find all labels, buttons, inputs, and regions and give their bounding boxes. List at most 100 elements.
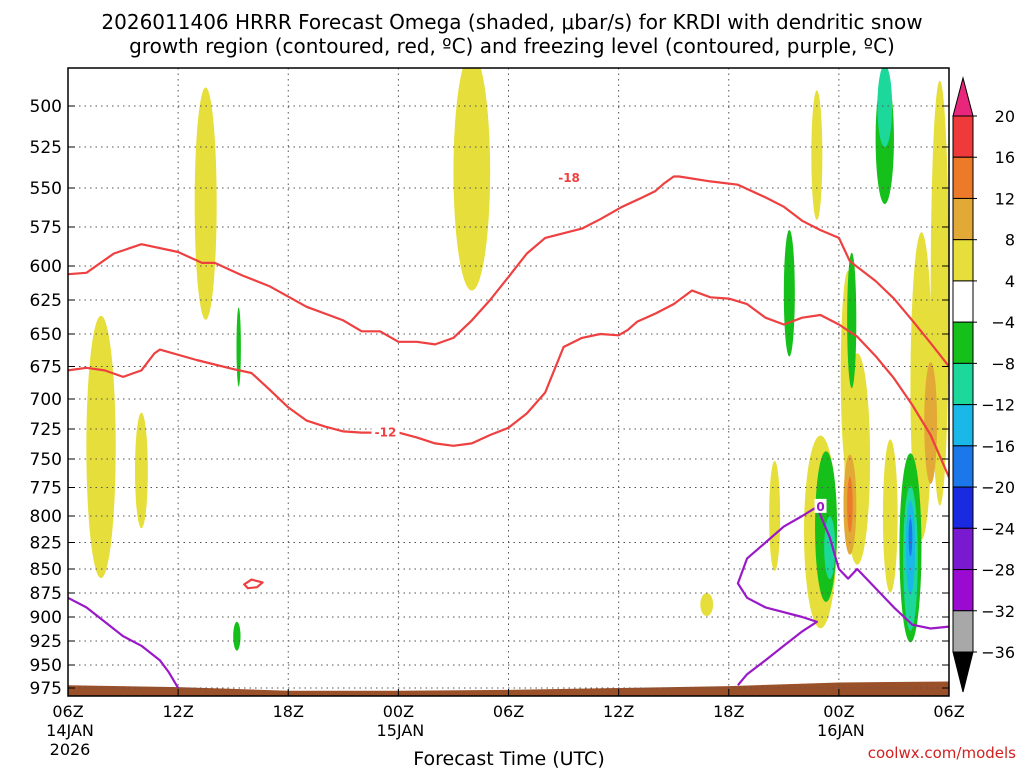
- y-tick-label: 550: [30, 179, 62, 199]
- y-tick-label: 700: [30, 390, 62, 410]
- dgz-contour-line: [68, 289, 949, 478]
- colorbar-bottom-arrow: [952, 651, 974, 693]
- colorbar-segment: [952, 610, 974, 653]
- x-tick-label: 14JAN: [46, 721, 94, 740]
- y-tick-label: 575: [30, 218, 62, 238]
- colorbar-segment: [952, 115, 974, 158]
- grid-lines: [68, 68, 949, 696]
- contour-label-bg: [814, 498, 827, 513]
- contour-label: -18: [558, 171, 580, 185]
- y-tick-label: 675: [30, 358, 62, 378]
- y-tick-label: 800: [30, 507, 62, 527]
- chart-title-line-1: 2026011406 HRRR Forecast Omega (shaded, …: [101, 10, 922, 34]
- y-tick-label: 900: [30, 608, 62, 628]
- x-tick-label: 06Z: [52, 702, 83, 721]
- colorbar-label: 4: [1005, 272, 1015, 291]
- colorbar-label: −4: [991, 313, 1015, 332]
- omega-patch: [882, 439, 898, 593]
- colorbar-label: −20: [981, 478, 1015, 497]
- chart-title-line-2: growth region (contoured, red, ºC) and f…: [129, 34, 895, 58]
- freezing-level-contour-line: [68, 596, 180, 689]
- x-tick-label: 12Z: [162, 702, 193, 721]
- omega-patch: [924, 362, 938, 484]
- colorbar-segment: [952, 569, 974, 612]
- omega-patch: [847, 252, 857, 389]
- y-tick-label: 925: [30, 632, 62, 652]
- x-tick-label: 06Z: [933, 702, 964, 721]
- x-tick-label: 12Z: [603, 702, 634, 721]
- omega-patch: [769, 461, 781, 571]
- omega-patch: [86, 315, 116, 579]
- omega-patch: [700, 593, 714, 617]
- colorbar-label: 16: [995, 148, 1015, 167]
- omega-shading: [86, 68, 949, 651]
- y-tick-label: 875: [30, 584, 62, 604]
- colorbar-label: 8: [1005, 231, 1015, 250]
- omega-patch: [134, 412, 148, 529]
- y-tick-label: 850: [30, 560, 62, 580]
- colorbar-segment: [952, 445, 974, 488]
- x-tick-label: 00Z: [383, 702, 414, 721]
- x-tick-label: 18Z: [273, 702, 304, 721]
- y-axis-ticks: 500 525 550 575 600 625 650 675 700 725 750 775 800 8…: [30, 97, 949, 699]
- y-tick-label: 725: [30, 420, 62, 440]
- y-tick-label: 600: [30, 257, 62, 277]
- contour-lines: [68, 175, 949, 689]
- colorbar-segment: [952, 362, 974, 406]
- y-tick-label: 625: [30, 291, 62, 311]
- colorbar-label: −12: [981, 396, 1015, 415]
- y-tick-label: 650: [30, 325, 62, 345]
- dgz-contour-line: [243, 578, 264, 590]
- omega-patch: [453, 68, 491, 291]
- x-axis-label: Forecast Time (UTC): [413, 748, 604, 768]
- colorbar: 20 16 12 8 4 −4 −8 −12 −16 −20 −24 −28 −32 −36: [952, 76, 1015, 693]
- freezing-level-contour-line: [736, 505, 949, 686]
- colorbar-label: −28: [981, 561, 1015, 580]
- x-tick-label: 16JAN: [817, 721, 865, 740]
- colorbar-segment: [952, 321, 974, 364]
- colorbar-segment: [952, 239, 974, 282]
- y-tick-label: 975: [30, 679, 62, 699]
- omega-patch: [877, 68, 893, 147]
- credit-text: coolwx.com/models: [868, 744, 1016, 762]
- omega-patch: [194, 87, 217, 320]
- omega-patch: [233, 621, 241, 651]
- dgz-contour-line: [68, 175, 949, 368]
- omega-patch: [811, 90, 823, 220]
- colorbar-label: −8: [991, 354, 1015, 373]
- y-tick-label: 500: [30, 97, 62, 117]
- colorbar-label: −16: [981, 437, 1015, 456]
- y-tick-label: 750: [30, 450, 62, 470]
- colorbar-label: −32: [981, 602, 1015, 621]
- omega-patch: [236, 307, 241, 387]
- colorbar-segment: [952, 486, 974, 529]
- colorbar-label: −24: [981, 519, 1015, 538]
- contour-label: 0: [816, 500, 824, 514]
- contour-label: -12: [375, 426, 397, 440]
- colorbar-segment: [952, 156, 974, 199]
- colorbar-segment: [952, 197, 974, 241]
- contour-labels: -18 -12 0: [371, 170, 827, 514]
- contour-label-bg: [555, 170, 584, 185]
- omega-patch: [847, 476, 853, 533]
- x-tick-label: 2026: [50, 740, 91, 759]
- colorbar-label: 20: [995, 107, 1015, 126]
- colorbar-segment: [952, 404, 974, 447]
- contour-label-bg: [371, 424, 400, 439]
- x-tick-label: 06Z: [493, 702, 524, 721]
- colorbar-top-arrow: [952, 76, 974, 117]
- y-tick-label: 775: [30, 479, 62, 499]
- x-tick-label: 15JAN: [377, 721, 425, 740]
- colorbar-label: 12: [995, 189, 1015, 208]
- colorbar-segment: [952, 527, 974, 571]
- colorbar-label: −36: [981, 643, 1015, 662]
- y-tick-label: 525: [30, 138, 62, 158]
- omega-patch: [783, 229, 795, 357]
- x-tick-label: 00Z: [823, 702, 854, 721]
- y-tick-label: 825: [30, 534, 62, 554]
- y-tick-label: 950: [30, 656, 62, 676]
- colorbar-segment: [952, 280, 974, 323]
- omega-patch: [908, 518, 913, 557]
